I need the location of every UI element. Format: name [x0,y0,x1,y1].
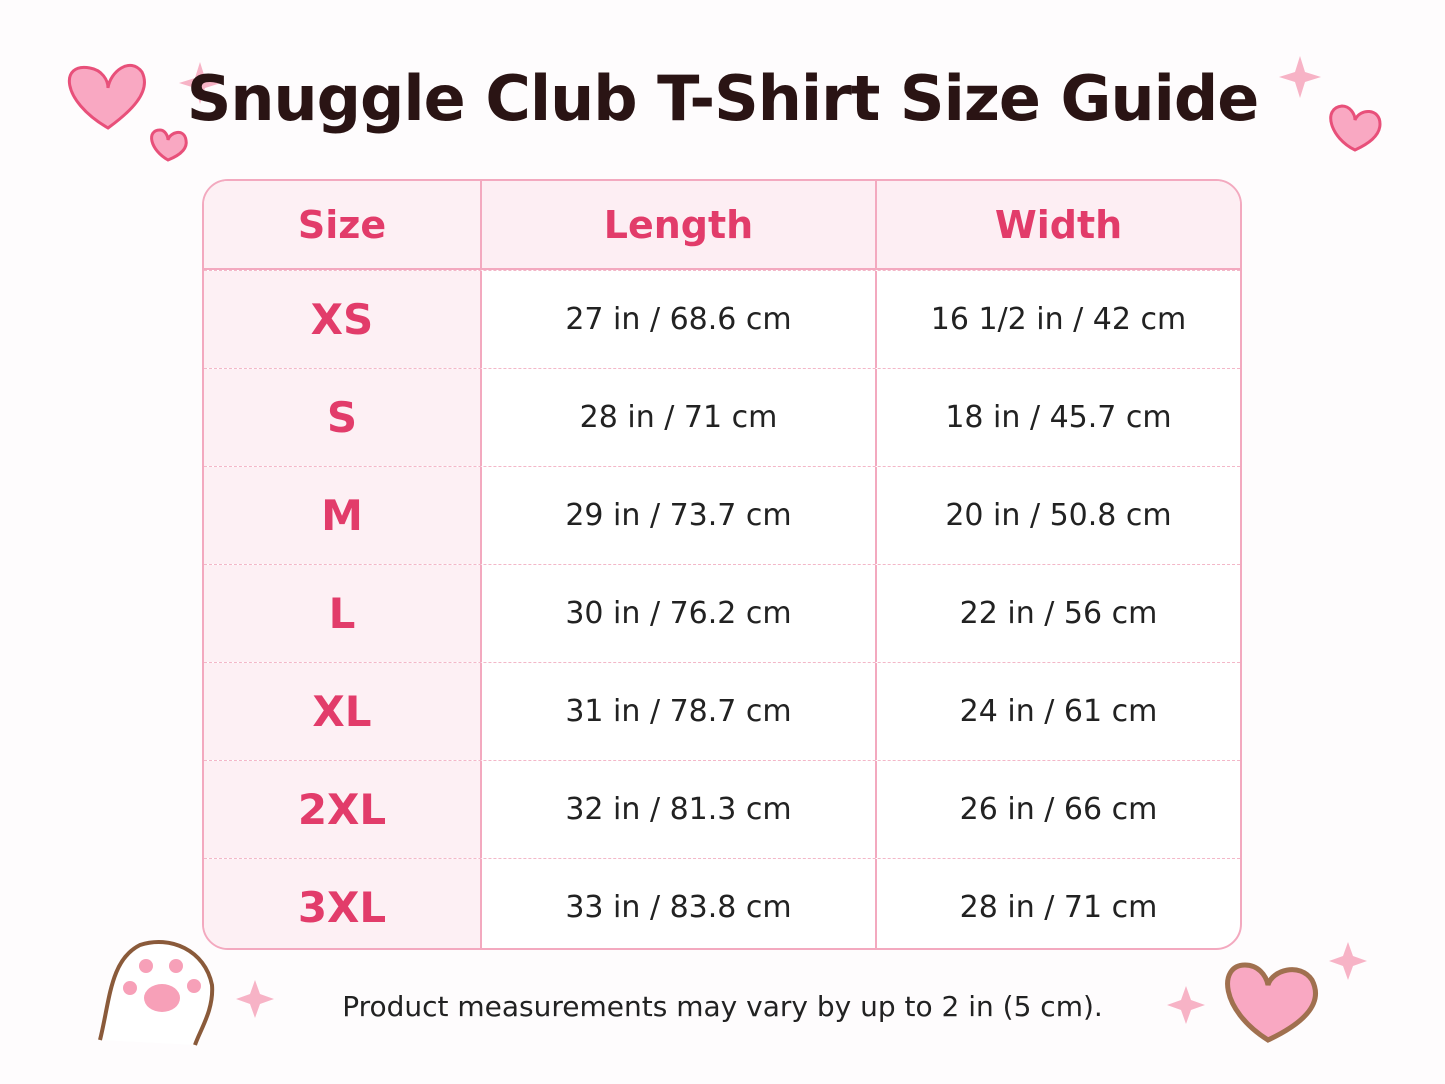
table-cell: 32 in / 81.3 cm [482,761,877,858]
table-cell: 29 in / 73.7 cm [482,467,877,564]
footnote: Product measurements may vary by up to 2… [342,990,1103,1023]
table-cell: 31 in / 78.7 cm [482,663,877,760]
table-cell: 26 in / 66 cm [959,792,1158,827]
table-cell: 28 in / 71 cm [482,369,877,466]
header-row: Size Length Width [204,181,1240,270]
table-cell: 22 in / 56 cm [959,596,1158,631]
table-cell: 20 in / 50.8 cm [945,498,1172,533]
column-header: Size [204,181,482,268]
table-cell: XL [204,663,482,760]
table-cell: 18 in / 45.7 cm [945,400,1172,435]
table-cell: L [204,565,482,662]
table-cell: XS [204,271,482,368]
table-cell: 16 1/2 in / 42 cm [930,302,1187,337]
table-row: S 28 in / 71 cm 18 in / 45.7 cm [204,368,1240,466]
table-cell: 28 in / 71 cm [959,890,1158,925]
table-row: XL 31 in / 78.7 cm 24 in / 61 cm [204,662,1240,760]
table-row: 2XL 32 in / 81.3 cm 26 in / 66 cm [204,760,1240,858]
heart-cookie [1225,962,1318,1043]
table-row: XS 27 in / 68.6 cm 16 1/2 in / 42 cm [204,270,1240,368]
table-cell: 2XL [204,761,482,858]
column-header: Width [994,202,1123,247]
table-row: M 29 in / 73.7 cm 20 in / 50.8 cm [204,466,1240,564]
table-cell: 24 in / 61 cm [959,694,1158,729]
column-header: Length [482,181,877,268]
table-cell: 3XL [204,859,482,948]
title: Snuggle Club T-Shirt Size Guide [186,62,1260,135]
heart [1329,104,1382,152]
table-cell: S [204,369,482,466]
table-cell: 30 in / 76.2 cm [482,565,877,662]
paw-pad [144,984,180,1012]
table-cell: 27 in / 68.6 cm [482,271,877,368]
table-cell: M [204,467,482,564]
size-table: Size Length Width XS 27 in / 68.6 cm 16 1/2 i… [202,179,1242,950]
sparkles [179,56,1367,1024]
table-cell: 33 in / 83.8 cm [482,859,877,948]
heart [150,128,188,162]
heart [67,64,146,130]
table-row: L 30 in / 76.2 cm 22 in / 56 cm [204,564,1240,662]
table-row: 3XL 33 in / 83.8 cm 28 in / 71 cm [204,858,1240,948]
